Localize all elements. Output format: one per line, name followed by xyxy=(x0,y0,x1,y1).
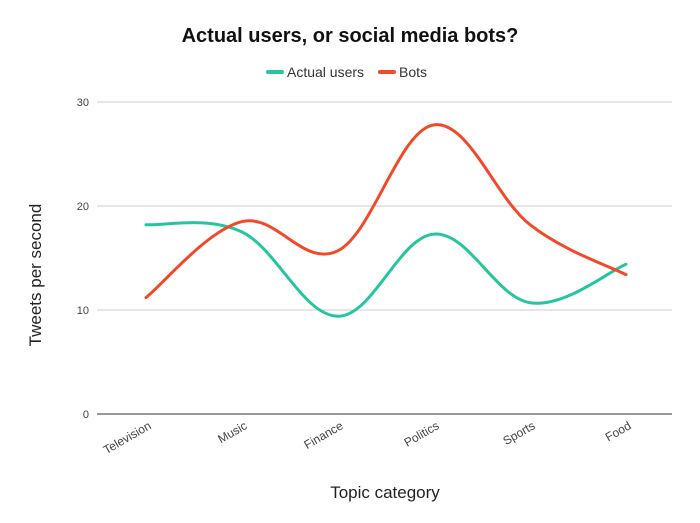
x-tick-label: Finance xyxy=(302,418,346,452)
legend-label: Bots xyxy=(399,64,427,80)
chart-title: Actual users, or social media bots? xyxy=(182,25,519,47)
legend: Actual users Bots xyxy=(266,64,427,80)
x-tick-label: Food xyxy=(603,418,634,444)
series-line-actual-users xyxy=(144,221,628,318)
legend-label: Actual users xyxy=(287,64,364,80)
y-tick-label: 10 xyxy=(77,305,89,317)
x-tick-label: Television xyxy=(101,418,154,456)
series-line-bots xyxy=(144,123,628,300)
x-axis-label: Topic category xyxy=(330,483,440,502)
series-lines xyxy=(144,123,628,318)
x-tick-label: Sports xyxy=(500,418,537,447)
y-axis-label: Tweets per second xyxy=(26,204,45,347)
x-axis-ticks: Television Music Finance Politics Sports Food xyxy=(101,418,634,457)
y-tick-label: 20 xyxy=(77,201,89,213)
y-tick-label: 30 xyxy=(77,97,89,109)
gridlines xyxy=(97,101,672,415)
x-tick-label: Music xyxy=(215,418,249,446)
y-axis-ticks: 0 10 20 30 xyxy=(77,97,89,421)
y-tick-label: 0 xyxy=(83,409,89,421)
x-tick-label: Politics xyxy=(402,418,442,449)
